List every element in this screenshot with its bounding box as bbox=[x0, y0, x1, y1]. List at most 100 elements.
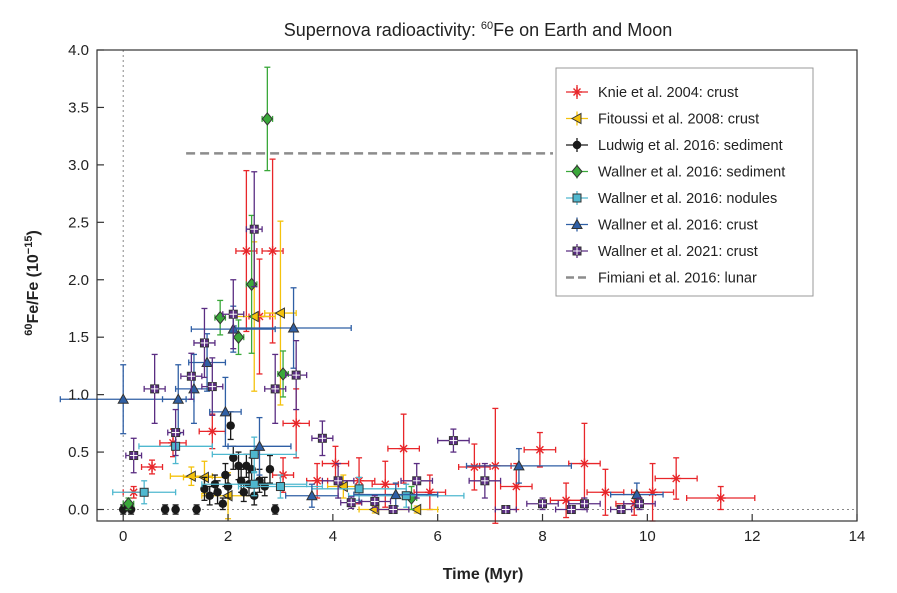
marker-shape bbox=[275, 482, 285, 492]
data-point bbox=[376, 505, 410, 515]
x-tick-label: 12 bbox=[744, 528, 761, 545]
data-point bbox=[270, 504, 280, 515]
data-point bbox=[347, 483, 465, 508]
data-point bbox=[264, 353, 287, 425]
data-point bbox=[160, 504, 170, 515]
marker-shape bbox=[265, 465, 275, 474]
data-point bbox=[523, 431, 557, 468]
data-point bbox=[112, 480, 177, 505]
marker-shape bbox=[239, 488, 249, 497]
marker-shape bbox=[410, 503, 422, 516]
data-point bbox=[387, 413, 420, 484]
marker-shape bbox=[117, 393, 130, 404]
marker-stroke bbox=[313, 476, 322, 485]
x-tick-label: 2 bbox=[224, 528, 232, 545]
data-point bbox=[499, 462, 533, 511]
legend-label: Wallner et al. 2016: crust bbox=[598, 218, 758, 234]
marker-shape bbox=[249, 479, 259, 489]
marker-stroke bbox=[399, 444, 408, 453]
data-point bbox=[654, 457, 698, 500]
marker-shape bbox=[287, 321, 300, 333]
marker-stroke bbox=[470, 463, 479, 472]
marker-stroke bbox=[672, 474, 681, 483]
marker-stroke bbox=[208, 427, 217, 436]
marker-stroke bbox=[562, 496, 571, 505]
data-point bbox=[192, 504, 201, 515]
legend-entry: Fitoussi et al. 2008: crust bbox=[566, 111, 759, 128]
legend-box bbox=[555, 67, 814, 297]
marker-stroke bbox=[580, 459, 589, 468]
marker-stroke bbox=[573, 88, 581, 96]
data-point bbox=[209, 376, 242, 447]
data-point bbox=[321, 462, 355, 499]
legend-label: Wallner et al. 2016: nodules bbox=[598, 191, 777, 207]
data-point bbox=[686, 485, 756, 511]
data-point bbox=[285, 483, 339, 508]
marker-shape bbox=[261, 112, 273, 126]
data-point bbox=[167, 408, 185, 457]
plot-frame bbox=[96, 49, 858, 522]
data-point bbox=[140, 459, 164, 475]
data-point bbox=[180, 352, 203, 400]
data-point bbox=[437, 428, 470, 453]
marker-shape bbox=[570, 112, 582, 125]
legend-entry: Wallner et al. 2016: sediment bbox=[566, 164, 785, 181]
legend-entry: Wallner et al. 2021: crust bbox=[566, 244, 758, 260]
marker-shape bbox=[277, 367, 289, 381]
legend-entry: Ludwig et al. 2016: sediment bbox=[566, 138, 783, 154]
data-point bbox=[458, 443, 491, 491]
data-point bbox=[201, 357, 224, 416]
series-2 bbox=[169, 220, 439, 520]
data-point bbox=[245, 214, 258, 354]
marker-shape bbox=[354, 484, 364, 494]
data-point bbox=[122, 496, 135, 511]
data-point bbox=[261, 158, 284, 344]
marker-stroke bbox=[242, 247, 251, 256]
marker-shape bbox=[232, 330, 245, 344]
marker-shape bbox=[192, 505, 201, 514]
plot-area: 0 2 4 6 8 10 12 14 0.0 0.5 1.0 1.5 2.0 2.5 3.0 3.5 4.0 bbox=[59, 42, 865, 545]
marker-shape bbox=[389, 488, 402, 500]
legend-entry: Knie et al. 2004: crust bbox=[566, 85, 738, 101]
marker-stroke bbox=[292, 419, 301, 428]
data-point bbox=[261, 66, 274, 172]
data-point bbox=[235, 287, 352, 369]
marker-stroke bbox=[601, 488, 610, 497]
y-tick-label: 1.0 bbox=[68, 387, 89, 404]
marker-shape bbox=[253, 440, 266, 451]
marker-stroke bbox=[148, 463, 157, 472]
legend-entry: Wallner et al. 2016: nodules bbox=[566, 191, 777, 207]
data-point bbox=[494, 505, 517, 515]
data-point bbox=[171, 504, 180, 515]
data-point bbox=[526, 497, 559, 511]
series-7 bbox=[125, 171, 656, 515]
data-point bbox=[218, 497, 228, 511]
data-point bbox=[353, 482, 439, 507]
legend-entry: Wallner et al. 2016: crust bbox=[566, 217, 758, 234]
legend-label: Fitoussi et al. 2008: crust bbox=[598, 112, 759, 128]
marker-shape bbox=[205, 491, 214, 500]
marker-stroke bbox=[716, 494, 725, 503]
x-tick-label: 8 bbox=[538, 528, 546, 545]
data-point bbox=[311, 420, 334, 457]
data-point bbox=[610, 505, 633, 515]
series-6 bbox=[59, 287, 664, 508]
y-tick-label: 2.5 bbox=[68, 214, 89, 231]
series-5 bbox=[112, 428, 465, 508]
y-tick-label: 0.0 bbox=[68, 502, 89, 519]
y-tick-label: 0.5 bbox=[68, 444, 89, 461]
data-point bbox=[239, 482, 249, 503]
data-point bbox=[201, 472, 308, 497]
y-tick-label: 3.0 bbox=[68, 157, 89, 174]
data-point bbox=[226, 411, 235, 441]
marker-shape bbox=[219, 405, 232, 417]
legend-label: Wallner et al. 2021: crust bbox=[598, 244, 758, 260]
marker-shape bbox=[513, 459, 525, 471]
series-3 bbox=[118, 411, 280, 515]
y-tick-label: 1.5 bbox=[68, 329, 89, 346]
data-point bbox=[265, 454, 275, 484]
x-tick-label: 6 bbox=[434, 528, 442, 545]
data-point bbox=[214, 299, 227, 336]
marker-shape bbox=[171, 505, 180, 514]
marker-stroke bbox=[535, 445, 544, 454]
